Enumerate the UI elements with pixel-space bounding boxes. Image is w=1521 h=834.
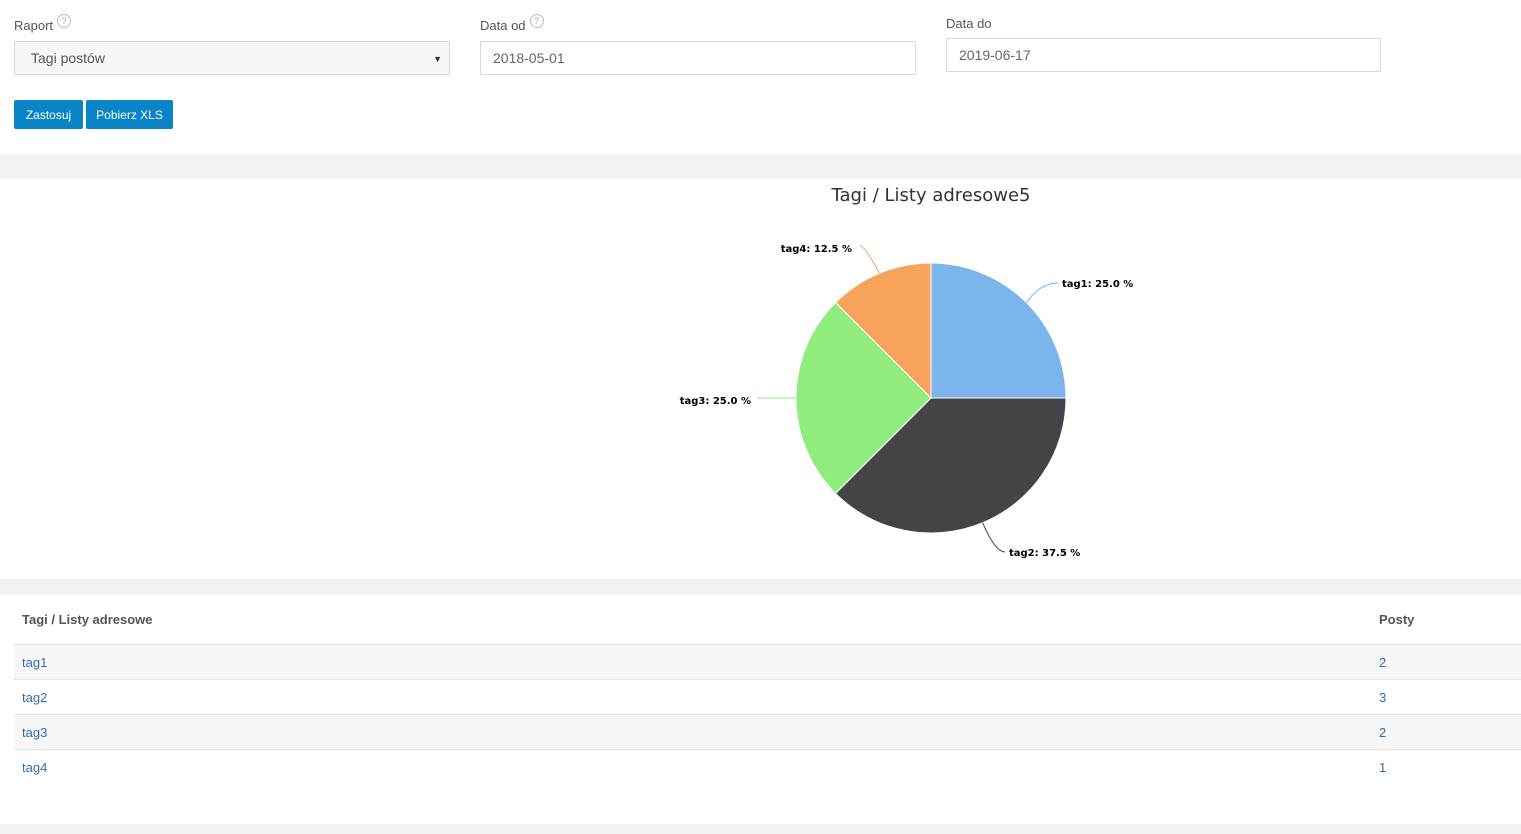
data-od-help-icon[interactable]: ? bbox=[529, 13, 544, 28]
section-divider bbox=[0, 154, 1521, 179]
table-row: tag2 3 bbox=[14, 679, 1521, 715]
data-do-label: Data do bbox=[946, 16, 992, 31]
table-row: tag3 2 bbox=[14, 714, 1521, 750]
column-header-posts: Posty bbox=[1371, 595, 1521, 645]
chevron-down-icon: ▼ bbox=[433, 54, 442, 64]
section-divider bbox=[0, 824, 1521, 834]
raport-select[interactable]: Tagi postów ▼ bbox=[14, 41, 450, 75]
data-od-field: Data od ? bbox=[480, 13, 544, 33]
tag-link[interactable]: tag4 bbox=[14, 749, 1371, 784]
data-od-input[interactable]: 2018-05-01 bbox=[480, 41, 916, 75]
section-divider bbox=[0, 579, 1521, 595]
data-do-value: 2019-06-17 bbox=[959, 47, 1031, 63]
chart-title: Tagi / Listy adresowe5 bbox=[831, 185, 1031, 206]
report-table-panel: Tagi / Listy adresowe Posty tag1 2 tag2 … bbox=[0, 595, 1521, 824]
tag-link[interactable]: tag1 bbox=[14, 644, 1371, 680]
column-header-tags: Tagi / Listy adresowe bbox=[14, 595, 1371, 645]
raport-label: Raport bbox=[14, 18, 54, 33]
data-od-value: 2018-05-01 bbox=[493, 50, 565, 66]
report-table: Tagi / Listy adresowe Posty tag1 2 tag2 … bbox=[14, 595, 1521, 784]
tag-link[interactable]: tag3 bbox=[14, 714, 1371, 750]
download-xls-button[interactable]: Pobierz XLS bbox=[86, 100, 173, 129]
filter-panel: Raport ? Tagi postów ▼ Data od ? 2018-05… bbox=[0, 0, 1521, 154]
apply-button[interactable]: Zastosuj bbox=[14, 100, 83, 129]
posts-count-link[interactable]: 3 bbox=[1371, 679, 1521, 715]
chart-panel bbox=[0, 179, 1521, 579]
raport-help-icon[interactable]: ? bbox=[57, 13, 72, 28]
data-od-label-row: Data od ? bbox=[480, 13, 544, 33]
raport-select-value: Tagi postów bbox=[31, 50, 105, 66]
table-row: tag1 2 bbox=[14, 644, 1521, 680]
tag-link[interactable]: tag2 bbox=[14, 679, 1371, 715]
data-od-label: Data od bbox=[480, 18, 526, 33]
raport-label-row: Raport ? bbox=[14, 13, 72, 33]
data-do-input[interactable]: 2019-06-17 bbox=[946, 38, 1381, 72]
posts-count-link[interactable]: 1 bbox=[1371, 749, 1521, 784]
data-do-label-row: Data do bbox=[946, 16, 992, 31]
table-header-row: Tagi / Listy adresowe Posty bbox=[14, 595, 1521, 645]
table-row: tag4 1 bbox=[14, 749, 1521, 784]
posts-count-link[interactable]: 2 bbox=[1371, 714, 1521, 750]
posts-count-link[interactable]: 2 bbox=[1371, 644, 1521, 680]
data-do-field: Data do bbox=[946, 16, 992, 31]
raport-field: Raport ? bbox=[14, 13, 72, 33]
